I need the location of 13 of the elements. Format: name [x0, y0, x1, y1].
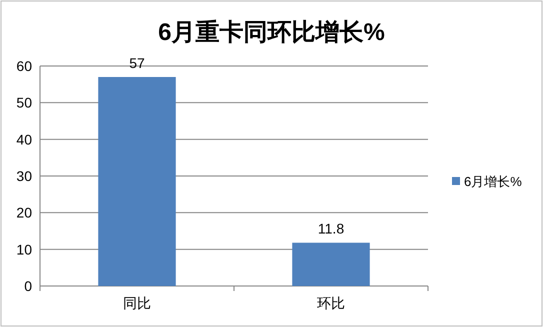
y-tick-label: 30: [16, 168, 32, 184]
y-tick-label: 20: [16, 204, 32, 221]
x-tick-label: 环比: [317, 295, 345, 311]
data-label: 11.8: [318, 220, 344, 237]
y-tick-label: 0: [24, 278, 32, 294]
x-tick-label: 同比: [123, 295, 151, 311]
chart-title: 6月重卡同环比增长%: [158, 19, 385, 46]
legend-label: 6月增长%: [464, 174, 522, 189]
y-tick-label: 10: [16, 241, 32, 258]
y-tick-label: 40: [16, 131, 32, 148]
y-tick-label: 60: [16, 58, 32, 74]
data-label: 57: [129, 55, 145, 71]
y-tick-label: 50: [16, 94, 32, 111]
